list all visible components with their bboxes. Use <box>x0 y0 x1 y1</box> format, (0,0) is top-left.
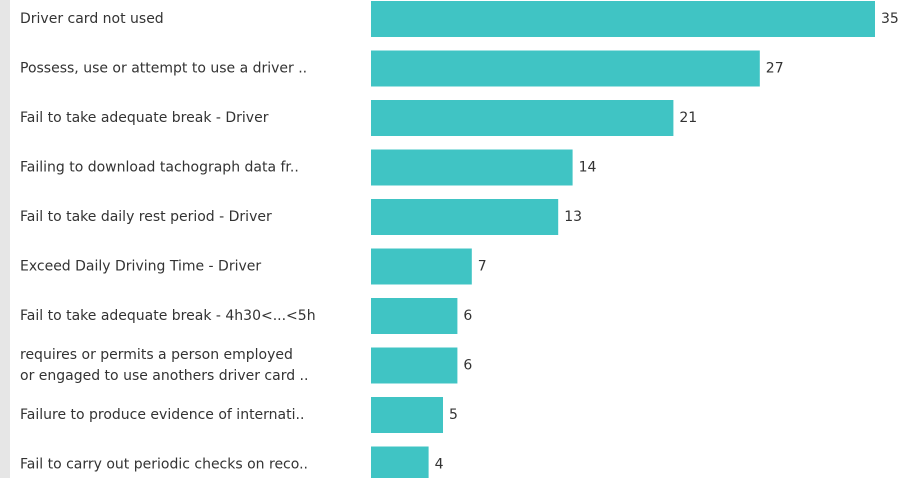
category-label: Fail to take adequate break - Driver <box>20 110 269 126</box>
bar <box>371 1 875 37</box>
value-label: 13 <box>564 209 582 225</box>
value-label: 7 <box>478 259 487 275</box>
value-label: 27 <box>766 61 784 77</box>
value-label: 35 <box>881 11 899 27</box>
category-label: Fail to take daily rest period - Driver <box>20 209 272 225</box>
category-label: Failure to produce evidence of internati… <box>20 407 304 423</box>
bar <box>371 397 443 433</box>
category-label: Failing to download tachograph data fr.. <box>20 160 299 176</box>
value-label: 14 <box>579 160 597 176</box>
bar <box>371 149 573 186</box>
bar <box>371 248 472 285</box>
bar <box>371 347 458 384</box>
side-strip <box>0 0 10 478</box>
value-label: 5 <box>449 407 458 423</box>
value-label: 6 <box>463 308 472 324</box>
value-label: 4 <box>435 457 444 473</box>
category-label: Fail to take adequate break - 4h30<...<5… <box>20 308 316 324</box>
category-label: Possess, use or attempt to use a driver … <box>20 61 307 77</box>
value-label: 21 <box>679 110 697 126</box>
category-label: Driver card not used <box>20 11 164 27</box>
category-label: Exceed Daily Driving Time - Driver <box>20 259 261 275</box>
category-label: or engaged to use anothers driver card .… <box>20 368 308 384</box>
bar <box>371 100 674 136</box>
bar <box>371 298 458 334</box>
category-label: requires or permits a person employed <box>20 347 293 363</box>
bar <box>371 199 559 235</box>
bar <box>371 50 760 87</box>
value-label: 6 <box>463 358 472 374</box>
category-label: Fail to carry out periodic checks on rec… <box>20 457 308 473</box>
bar <box>371 446 429 478</box>
